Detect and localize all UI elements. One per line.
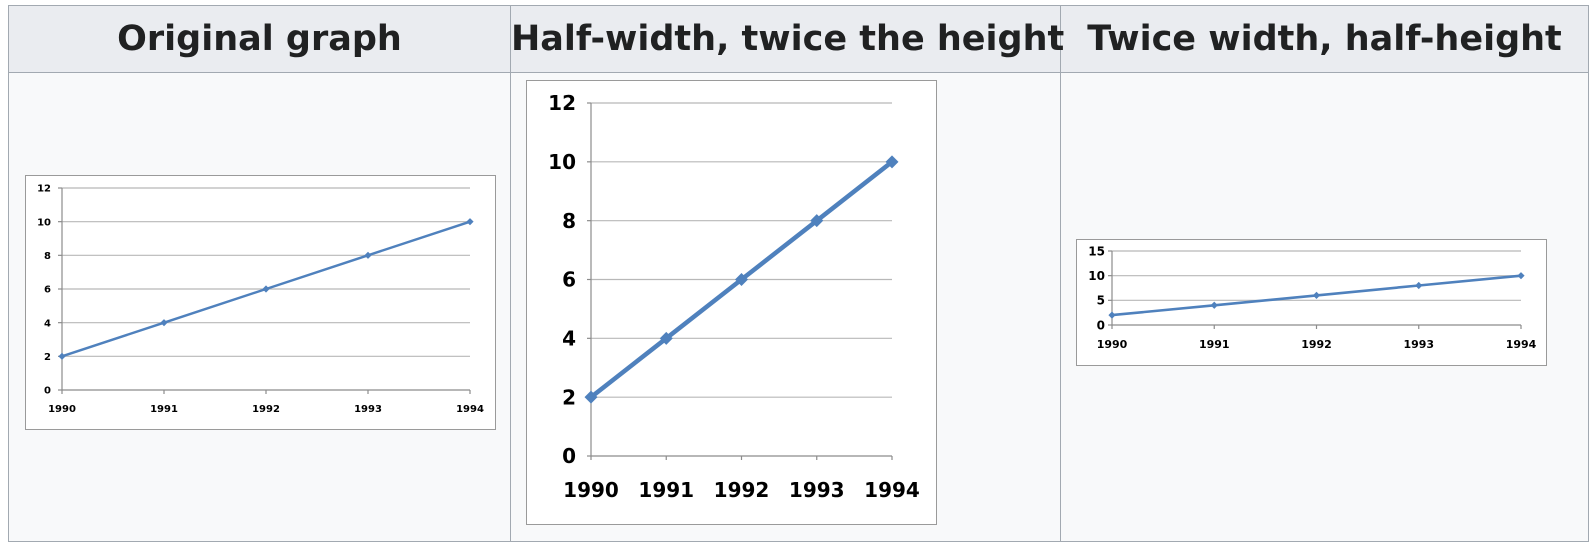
half-width-data-point-4 (885, 155, 899, 169)
half-width-data-point-3 (810, 214, 824, 228)
original-data-point-3 (364, 251, 372, 259)
twice-width-data-point-0 (1108, 311, 1116, 319)
original-data-point-4 (466, 218, 474, 226)
half-width-xtick-label-4: 1994 (864, 478, 920, 502)
half-width-data-point-0 (584, 390, 598, 404)
chart-half-width-svg: 0 2 4 6 8 10 12 1990 1991 1992 1993 1994 (548, 91, 920, 502)
original-xtick-label-1: 1991 (150, 404, 178, 415)
half-width-data-point-1 (659, 331, 673, 345)
header-row: Original graph Half-width, twice the hei… (8, 5, 1589, 73)
original-ytick-label-3: 6 (44, 285, 51, 296)
original-ytick-label-2: 4 (44, 318, 51, 329)
twice-width-ytick-label-3: 15 (1088, 244, 1105, 258)
half-width-data-point-2 (735, 273, 748, 286)
half-width-xtick-label-1: 1991 (638, 478, 694, 502)
original-ytick-label-0: 0 (44, 386, 51, 397)
original-xtick-label-0: 1990 (48, 404, 76, 415)
comparison-table: Original graph Half-width, twice the hei… (8, 5, 1589, 542)
twice-width-data-point-4 (1517, 272, 1525, 280)
twice-width-xtick-label-2: 1992 (1301, 338, 1332, 351)
cell-half-width: 0 2 4 6 8 10 12 1990 1991 1992 1993 1994 (510, 72, 1061, 542)
half-width-ytick-label-5: 10 (548, 150, 576, 174)
header-twice-width: Twice width, half-height (1060, 5, 1589, 73)
cell-twice-width: 0 5 10 15 1990 1991 1992 1993 1994 (1060, 72, 1589, 542)
twice-width-xtick-label-3: 1993 (1403, 338, 1434, 351)
chart-original: 0 2 4 6 8 10 12 1990 1991 1992 1993 1994 (25, 175, 496, 430)
chart-half-width: 0 2 4 6 8 10 12 1990 1991 1992 1993 1994 (526, 80, 937, 525)
original-ytick-label-4: 8 (44, 251, 51, 262)
half-width-xtick-label-2: 1992 (714, 478, 770, 502)
chart-twice-width: 0 5 10 15 1990 1991 1992 1993 1994 (1076, 239, 1547, 366)
half-width-ytick-label-2: 4 (562, 327, 576, 351)
twice-width-ytick-label-0: 0 (1097, 318, 1105, 332)
twice-width-ytick-label-1: 5 (1097, 294, 1105, 308)
original-data-point-1 (160, 319, 168, 327)
original-ytick-label-6: 12 (37, 184, 51, 195)
header-half-width: Half-width, twice the height (510, 5, 1064, 73)
twice-width-data-point-1 (1210, 301, 1218, 309)
original-xtick-label-4: 1994 (456, 404, 484, 415)
chart-twice-width-svg: 0 5 10 15 1990 1991 1992 1993 1994 (1088, 244, 1537, 351)
twice-width-xtick-label-1: 1991 (1199, 338, 1230, 351)
half-width-ytick-label-4: 8 (562, 209, 576, 233)
chart-row: 0 2 4 6 8 10 12 1990 1991 1992 1993 1994 0 2 4 6 8 10 12 1… (8, 72, 1589, 542)
half-width-ytick-label-6: 12 (548, 91, 576, 115)
original-ytick-label-5: 10 (37, 217, 51, 228)
header-original-graph: Original graph (8, 5, 511, 73)
chart-original-svg: 0 2 4 6 8 10 12 1990 1991 1992 1993 1994 (37, 184, 484, 415)
original-data-point-2 (262, 285, 270, 293)
cell-original-graph: 0 2 4 6 8 10 12 1990 1991 1992 1993 1994 (8, 72, 511, 542)
half-width-xtick-label-0: 1990 (563, 478, 619, 502)
twice-width-data-point-3 (1415, 281, 1423, 290)
half-width-ytick-label-0: 0 (562, 444, 576, 468)
twice-width-data-point-2 (1312, 291, 1321, 299)
twice-width-ytick-label-2: 10 (1088, 269, 1105, 283)
twice-width-xtick-label-4: 1994 (1506, 338, 1537, 351)
half-width-ytick-label-3: 6 (562, 268, 576, 292)
original-ytick-label-1: 2 (44, 352, 51, 363)
half-width-ytick-label-1: 2 (562, 385, 576, 409)
original-xtick-label-2: 1992 (252, 404, 280, 415)
original-data-point-0 (58, 352, 66, 360)
half-width-xtick-label-3: 1993 (789, 478, 845, 502)
twice-width-xtick-label-0: 1990 (1097, 338, 1128, 351)
original-xtick-label-3: 1993 (354, 404, 382, 415)
